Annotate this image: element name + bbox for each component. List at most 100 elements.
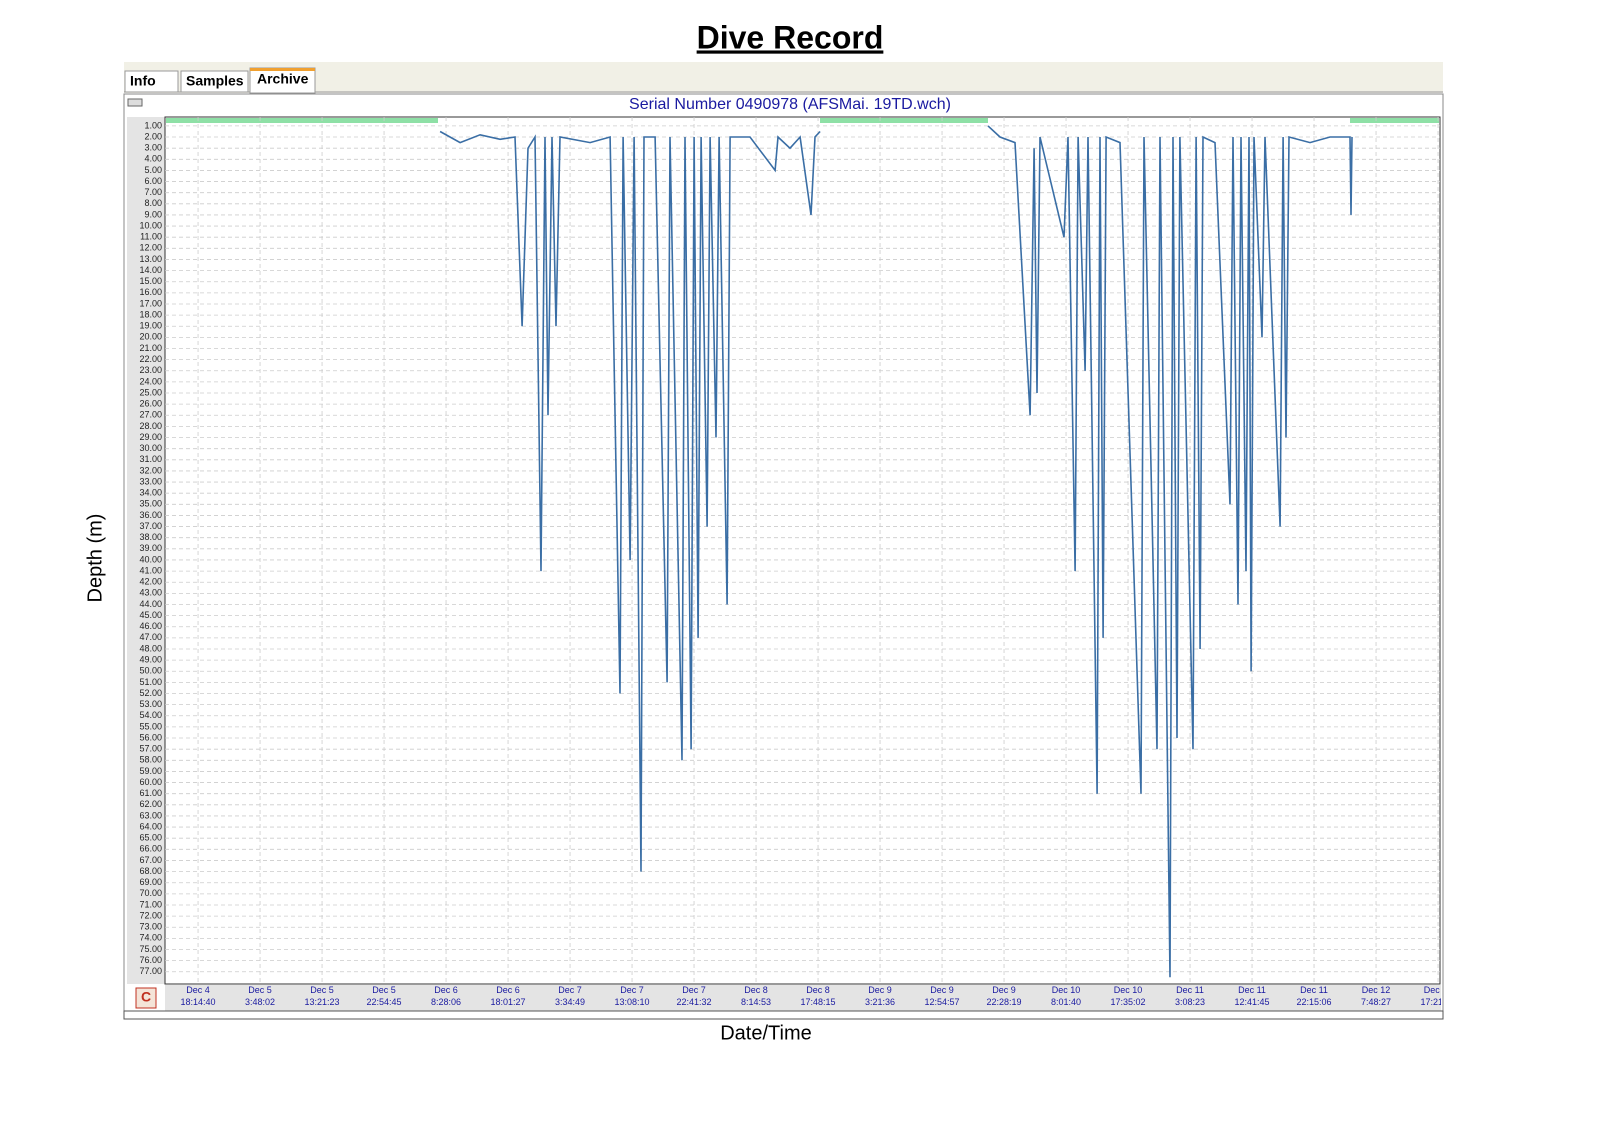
y-tick-label: 35.00 [139,499,162,509]
tab-label[interactable]: Archive [257,71,309,87]
x-tick-label: Dec 10 17:35:02 [1111,985,1146,1007]
x-tick-label: Dec 8 8:14:53 [741,985,771,1007]
y-tick-label: 17.00 [139,298,162,308]
y-tick-label: 16.00 [139,287,162,297]
overview-strip [123,1010,1444,1020]
y-tick-label: 58.00 [139,755,162,765]
y-tick-label: 69.00 [139,877,162,887]
collapse-button[interactable] [127,98,143,107]
x-tick-label: Dec 11 22:15:06 [1297,985,1332,1007]
tab[interactable] [180,70,249,93]
y-tick-label: 39.00 [139,543,162,553]
y-tick-label: 6.00 [144,176,162,186]
y-tick-label: 60.00 [139,777,162,787]
tab-label[interactable]: Info [130,73,156,89]
page-title: Dive Record [697,19,884,55]
y-tick-label: 76.00 [139,955,162,965]
tab-highlight [250,68,315,71]
y-tick-label: 59.00 [139,766,162,776]
y-tick-label: 32.00 [139,465,162,475]
surface-bar [166,118,438,123]
y-tick-label: 21.00 [139,343,162,353]
y-tick-label: 34.00 [139,488,162,498]
y-tick-label: 18.00 [139,309,162,319]
y-tick-label: 49.00 [139,655,162,665]
y-tick-label: 14.00 [139,265,162,275]
y-tick-label: 65.00 [139,833,162,843]
y-tick-label: 57.00 [139,744,162,754]
y-tick-label: 71.00 [139,899,162,909]
y-tick-label: 68.00 [139,866,162,876]
y-tick-label: 27.00 [139,410,162,420]
tab-label[interactable]: Samples [186,73,244,89]
y-tick-label: 72.00 [139,910,162,920]
x-axis-strip [165,985,1441,1011]
y-tick-label: 29.00 [139,432,162,442]
y-tick-label: 51.00 [139,677,162,687]
y-tick-label: 12.00 [139,243,162,253]
y-axis-strip [127,117,165,984]
y-tick-label: 23.00 [139,365,162,375]
y-tick-label: 7.00 [144,187,162,197]
y-tick-label: 1.00 [144,120,162,130]
x-tick-label: Dec 9 3:21:36 [865,985,895,1007]
x-tick-label: Dec 5 13:21:23 [305,985,340,1007]
y-tick-label: 25.00 [139,387,162,397]
x-tick-label: Dec 12 7:48:27 [1361,985,1391,1007]
y-tick-label: 44.00 [139,599,162,609]
y-tick-label: 13.00 [139,254,162,264]
x-tick-label: Dec 9 12:54:57 [925,985,960,1007]
y-tick-label: 42.00 [139,577,162,587]
tab-strip [124,62,1443,93]
y-tick-label: 19.00 [139,321,162,331]
y-tick-label: 66.00 [139,844,162,854]
y-axis-label: Depth (m) [84,514,106,603]
y-tick-label: 75.00 [139,944,162,954]
y-tick-label: 62.00 [139,799,162,809]
x-tick-label: Dec 5 3:48:02 [245,985,275,1007]
y-tick-label: 4.00 [144,154,162,164]
y-tick-label: 9.00 [144,209,162,219]
y-tick-label: 22.00 [139,354,162,364]
chart-layer: 1.002.00 3.004.005.006.007.008.009.0010.0… [139,117,1456,1007]
y-tick-label: 61.00 [139,788,162,798]
y-tick-label: 50.00 [139,666,162,676]
y-tick-label: 33.00 [139,476,162,486]
c-button-label[interactable]: C [141,989,151,1005]
y-tick-label: 56.00 [139,732,162,742]
surface-bar [820,118,988,123]
y-tick-label: 40.00 [139,554,162,564]
y-tick-label: 8.00 [144,198,162,208]
x-tick-label: Dec 11 3:08:23 [1175,985,1205,1007]
y-tick-label: 74.00 [139,933,162,943]
x-tick-label: Dec 6 8:28:06 [431,985,461,1007]
surface-bar [1350,118,1439,123]
y-tick-label: 2.00 [144,131,162,141]
x-tick-label: Dec 4 18:14:40 [181,985,216,1007]
y-tick-label: 15.00 [139,276,162,286]
y-tick-label: 52.00 [139,688,162,698]
chart-title: Serial Number 0490978 (AFSMai. 19TD.wch) [629,96,951,113]
x-tick-label: Dec 7 13:08:10 [615,985,650,1007]
c-button[interactable] [135,987,157,1009]
y-tick-label: 48.00 [139,643,162,653]
x-tick-label: Dec 12 17:21:49 [1421,985,1456,1007]
tab[interactable] [124,70,179,93]
tab-active[interactable] [249,67,316,94]
plot-area [164,116,1441,985]
y-tick-label: 41.00 [139,565,162,575]
y-tick-label: 47.00 [139,632,162,642]
y-tick-label: 38.00 [139,532,162,542]
y-tick-label: 36.00 [139,510,162,520]
y-tick-label: 53.00 [139,699,162,709]
y-tick-label: 45.00 [139,610,162,620]
x-axis-label: Date/Time [720,1022,812,1044]
y-tick-label: 11.00 [140,232,162,242]
x-tick-label: Dec 7 3:34:49 [555,985,585,1007]
y-tick-label: 55.00 [139,721,162,731]
y-tick-label: 20.00 [139,332,162,342]
x-tick-label: Dec 6 18:01:27 [491,985,526,1007]
y-tick-label: 30.00 [139,443,162,453]
y-tick-label: 5.00 [144,165,162,175]
